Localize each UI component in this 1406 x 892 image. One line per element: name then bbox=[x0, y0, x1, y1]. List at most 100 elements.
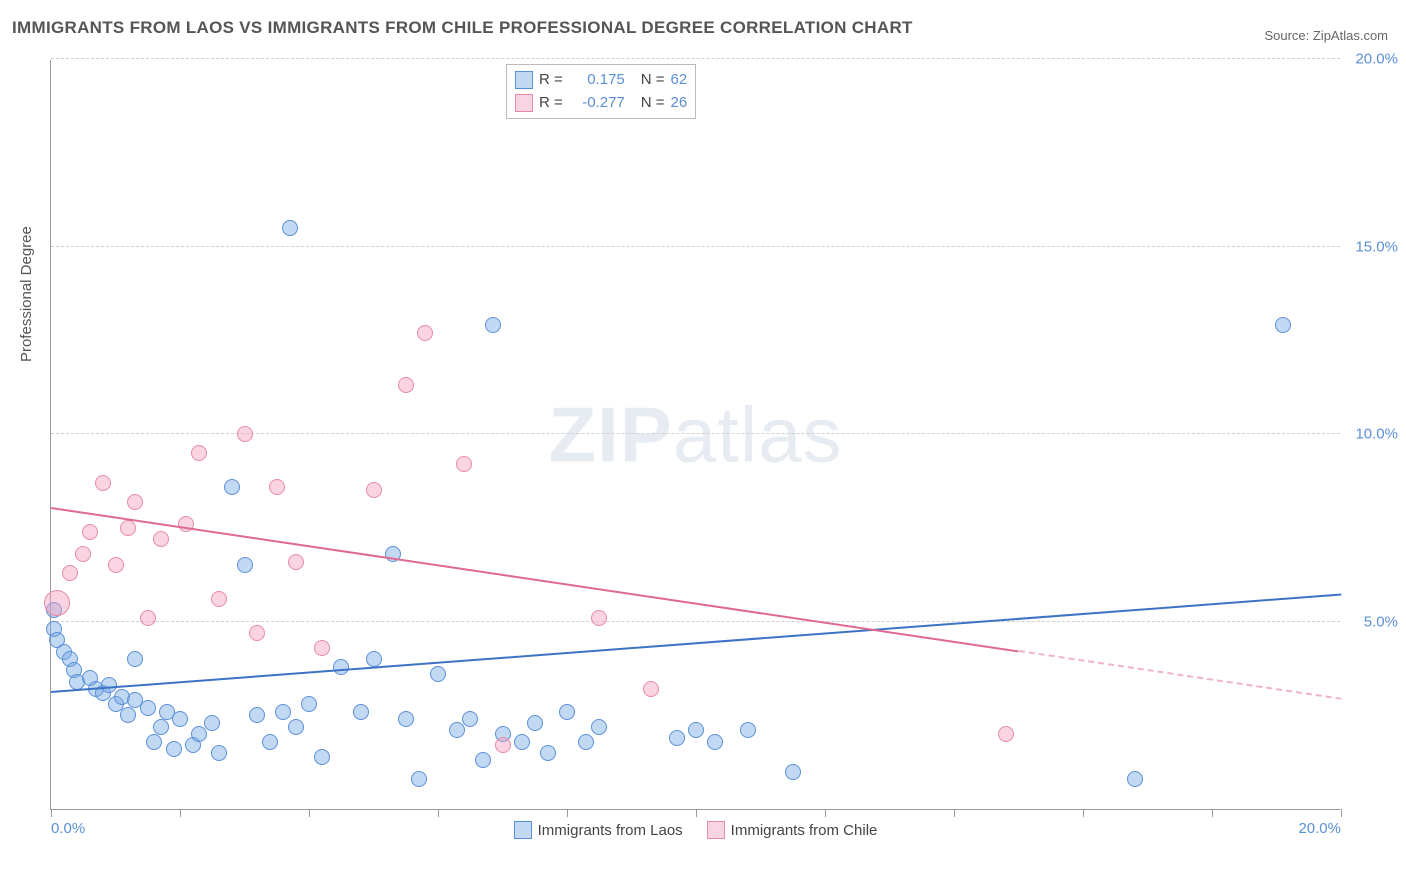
scatter-point bbox=[1127, 771, 1143, 787]
trend-line bbox=[51, 593, 1341, 692]
scatter-point bbox=[140, 700, 156, 716]
x-tick bbox=[1212, 809, 1213, 817]
scatter-point bbox=[191, 445, 207, 461]
x-tick bbox=[180, 809, 181, 817]
source-label: Source: ZipAtlas.com bbox=[1264, 28, 1388, 43]
scatter-point bbox=[314, 749, 330, 765]
scatter-point bbox=[462, 711, 478, 727]
scatter-point bbox=[591, 719, 607, 735]
y-tick-label: 5.0% bbox=[1364, 613, 1398, 630]
x-tick-label: 20.0% bbox=[1298, 820, 1341, 837]
trend-line bbox=[1018, 650, 1341, 700]
scatter-point bbox=[366, 651, 382, 667]
scatter-point bbox=[288, 554, 304, 570]
scatter-point bbox=[166, 741, 182, 757]
scatter-point bbox=[417, 325, 433, 341]
scatter-point bbox=[1275, 317, 1291, 333]
scatter-point bbox=[249, 707, 265, 723]
y-tick-label: 15.0% bbox=[1355, 238, 1398, 255]
scatter-point bbox=[353, 704, 369, 720]
scatter-point bbox=[475, 752, 491, 768]
legend-row: R =-0.277N =26 bbox=[515, 92, 687, 115]
y-tick-label: 10.0% bbox=[1355, 426, 1398, 443]
scatter-point bbox=[75, 546, 91, 562]
chart-title: IMMIGRANTS FROM LAOS VS IMMIGRANTS FROM … bbox=[12, 18, 913, 38]
scatter-point bbox=[120, 707, 136, 723]
legend-swatch bbox=[514, 821, 532, 839]
scatter-point bbox=[62, 565, 78, 581]
scatter-point bbox=[643, 681, 659, 697]
scatter-point bbox=[411, 771, 427, 787]
legend-correlation: R =0.175N =62R =-0.277N =26 bbox=[506, 64, 696, 119]
x-tick bbox=[51, 809, 52, 817]
scatter-point bbox=[127, 651, 143, 667]
watermark: ZIPatlas bbox=[548, 389, 842, 480]
scatter-point bbox=[707, 734, 723, 750]
scatter-point bbox=[514, 734, 530, 750]
scatter-point bbox=[398, 711, 414, 727]
legend-item: Immigrants from Laos bbox=[514, 821, 683, 839]
scatter-point bbox=[262, 734, 278, 750]
plot-area: ZIPatlas R =0.175N =62R =-0.277N =26 Imm… bbox=[50, 60, 1340, 810]
x-tick bbox=[1341, 809, 1342, 817]
x-tick bbox=[825, 809, 826, 817]
scatter-point bbox=[301, 696, 317, 712]
scatter-point bbox=[211, 591, 227, 607]
x-tick bbox=[954, 809, 955, 817]
scatter-point bbox=[95, 475, 111, 491]
scatter-point bbox=[153, 719, 169, 735]
scatter-point bbox=[578, 734, 594, 750]
scatter-point bbox=[527, 715, 543, 731]
gridline bbox=[51, 621, 1340, 622]
trend-line bbox=[51, 507, 1019, 652]
legend-label: Immigrants from Chile bbox=[731, 822, 878, 839]
scatter-point bbox=[688, 722, 704, 738]
legend-swatch bbox=[515, 71, 533, 89]
scatter-point bbox=[172, 711, 188, 727]
scatter-point bbox=[237, 426, 253, 442]
legend-item: Immigrants from Chile bbox=[707, 821, 878, 839]
x-tick bbox=[1083, 809, 1084, 817]
scatter-point bbox=[275, 704, 291, 720]
scatter-point bbox=[120, 520, 136, 536]
scatter-point bbox=[146, 734, 162, 750]
legend-series: Immigrants from Laos Immigrants from Chil… bbox=[51, 821, 1340, 839]
scatter-point bbox=[333, 659, 349, 675]
scatter-point bbox=[153, 531, 169, 547]
scatter-point bbox=[430, 666, 446, 682]
scatter-point bbox=[288, 719, 304, 735]
scatter-point bbox=[495, 737, 511, 753]
scatter-point bbox=[591, 610, 607, 626]
legend-swatch bbox=[515, 94, 533, 112]
scatter-point bbox=[204, 715, 220, 731]
scatter-point bbox=[669, 730, 685, 746]
scatter-point bbox=[108, 557, 124, 573]
scatter-point bbox=[282, 220, 298, 236]
scatter-point bbox=[44, 590, 70, 616]
x-tick-label: 0.0% bbox=[51, 820, 85, 837]
scatter-point bbox=[191, 726, 207, 742]
x-tick bbox=[696, 809, 697, 817]
x-tick bbox=[438, 809, 439, 817]
gridline bbox=[51, 246, 1340, 247]
scatter-point bbox=[485, 317, 501, 333]
scatter-point bbox=[314, 640, 330, 656]
scatter-point bbox=[211, 745, 227, 761]
scatter-point bbox=[269, 479, 285, 495]
scatter-point bbox=[237, 557, 253, 573]
scatter-point bbox=[249, 625, 265, 641]
y-tick-label: 20.0% bbox=[1355, 51, 1398, 68]
scatter-point bbox=[82, 524, 98, 540]
scatter-point bbox=[224, 479, 240, 495]
scatter-point bbox=[449, 722, 465, 738]
legend-row: R =0.175N =62 bbox=[515, 69, 687, 92]
scatter-point bbox=[366, 482, 382, 498]
scatter-point bbox=[785, 764, 801, 780]
scatter-point bbox=[456, 456, 472, 472]
scatter-point bbox=[740, 722, 756, 738]
scatter-point bbox=[540, 745, 556, 761]
x-tick bbox=[567, 809, 568, 817]
scatter-point bbox=[998, 726, 1014, 742]
scatter-point bbox=[140, 610, 156, 626]
scatter-point bbox=[559, 704, 575, 720]
